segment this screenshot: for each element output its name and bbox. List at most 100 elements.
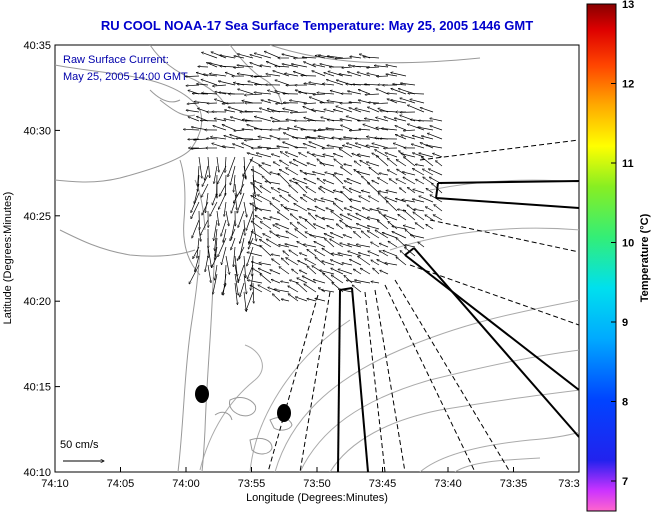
current-vector bbox=[202, 174, 209, 187]
current-vector bbox=[363, 57, 380, 58]
current-vector bbox=[273, 225, 281, 230]
current-vector bbox=[334, 159, 344, 167]
figure-title: RU COOL NOAA-17 Sea Surface Temperature:… bbox=[101, 18, 533, 33]
current-vectors bbox=[183, 51, 443, 311]
current-vector bbox=[385, 153, 398, 158]
current-vector bbox=[254, 53, 272, 59]
current-vector bbox=[242, 129, 254, 130]
current-vector bbox=[297, 278, 308, 284]
current-vector bbox=[234, 56, 245, 59]
current-vector bbox=[330, 260, 344, 266]
current-vector bbox=[247, 153, 263, 158]
current-vector bbox=[263, 218, 272, 221]
current-vector bbox=[266, 239, 281, 248]
y-axis: 40:35 40:30 40:25 40:20 40:15 40:10 bbox=[23, 40, 60, 479]
current-vector bbox=[330, 233, 344, 239]
current-vector bbox=[339, 148, 353, 158]
current-vector bbox=[253, 282, 254, 303]
current-vector bbox=[333, 110, 344, 113]
current-vector bbox=[295, 297, 308, 302]
current-vector bbox=[312, 154, 326, 158]
current-vector bbox=[368, 103, 380, 104]
current-vector bbox=[402, 172, 416, 176]
current-vector bbox=[415, 164, 425, 167]
current-vector bbox=[221, 246, 227, 265]
current-vector bbox=[327, 225, 335, 230]
annotation-raw-current: Raw Surface Current: bbox=[63, 54, 169, 66]
current-vector bbox=[192, 219, 200, 238]
current-vector bbox=[353, 84, 371, 85]
current-vector bbox=[367, 231, 380, 239]
current-vector bbox=[230, 135, 245, 140]
current-vector bbox=[331, 275, 344, 284]
current-vector bbox=[240, 228, 245, 244]
current-vector bbox=[202, 201, 209, 215]
current-vector bbox=[270, 203, 281, 212]
current-vector bbox=[191, 201, 200, 219]
y-tick-label: 40:25 bbox=[23, 211, 51, 223]
current-vector bbox=[256, 208, 272, 212]
current-vector bbox=[352, 153, 362, 158]
current-vector bbox=[370, 209, 380, 212]
current-vector bbox=[287, 128, 299, 131]
current-vector bbox=[359, 129, 371, 130]
current-vector bbox=[215, 228, 218, 251]
current-vector bbox=[425, 215, 434, 221]
current-vector bbox=[307, 209, 317, 212]
current-vector bbox=[361, 191, 371, 194]
current-vector bbox=[253, 181, 263, 185]
current-vector bbox=[322, 218, 335, 221]
current-vector bbox=[244, 138, 263, 140]
current-vector bbox=[407, 105, 425, 113]
current-vector bbox=[403, 225, 416, 230]
current-vector bbox=[346, 280, 362, 284]
current-vector bbox=[245, 111, 263, 112]
current-vector bbox=[258, 268, 272, 275]
current-vector bbox=[289, 185, 299, 194]
current-vector bbox=[237, 246, 245, 261]
colorbar-tick-label: 13 bbox=[622, 0, 634, 11]
current-vector bbox=[243, 201, 247, 217]
current-vector bbox=[347, 179, 362, 185]
current-vector bbox=[389, 179, 398, 185]
current-vector bbox=[225, 156, 226, 173]
current-vector bbox=[327, 120, 344, 121]
annotation-timestamp: May 25, 2005 14:00 GMT bbox=[63, 71, 188, 83]
current-vector bbox=[288, 195, 299, 203]
current-vector bbox=[369, 167, 380, 176]
current-vector bbox=[348, 214, 362, 221]
current-vector bbox=[301, 76, 317, 77]
current-vector bbox=[323, 154, 335, 158]
current-vector bbox=[284, 208, 299, 212]
current-vector bbox=[237, 65, 254, 68]
current-vector bbox=[283, 109, 299, 113]
current-vector bbox=[373, 268, 380, 275]
current-vector bbox=[223, 228, 227, 243]
current-vector bbox=[286, 168, 299, 176]
current-vector bbox=[212, 255, 218, 268]
current-vector bbox=[313, 94, 326, 95]
current-vector bbox=[382, 233, 398, 239]
current-vector bbox=[217, 165, 227, 184]
current-vector bbox=[207, 264, 211, 283]
current-vector bbox=[216, 156, 219, 172]
current-vector bbox=[377, 220, 389, 230]
current-vector bbox=[400, 98, 416, 104]
current-vector bbox=[430, 195, 443, 203]
current-vector bbox=[220, 66, 236, 67]
current-vector bbox=[281, 258, 290, 266]
x-tick-label: 73:45 bbox=[369, 478, 397, 490]
current-vector bbox=[276, 224, 290, 230]
current-vector bbox=[307, 266, 317, 275]
current-vector bbox=[279, 160, 290, 167]
current-vector bbox=[307, 137, 326, 140]
current-vector bbox=[319, 270, 335, 275]
current-vector bbox=[282, 64, 299, 68]
current-vector bbox=[262, 176, 272, 185]
x-axis-label: Longitude (Degrees:Minutes) bbox=[246, 492, 388, 504]
colorbar-ticks: 13 12 11 10 9 8 7 bbox=[611, 0, 634, 488]
current-vector bbox=[411, 144, 425, 149]
buoy-marker bbox=[277, 404, 291, 422]
current-vector bbox=[201, 79, 218, 86]
current-vector bbox=[376, 89, 389, 95]
